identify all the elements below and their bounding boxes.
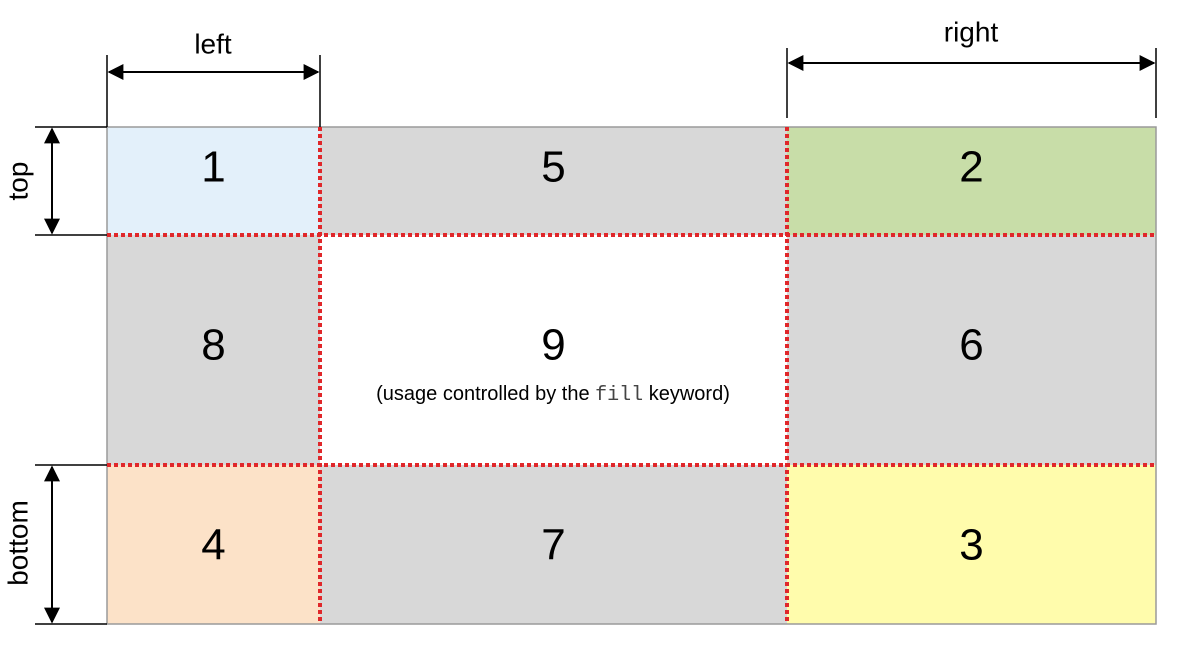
regions-group: 1 5 2 8 9 6 4 7 3: [107, 127, 1156, 624]
dimension-arrows: [44, 55, 1156, 624]
region-2-fill: [787, 127, 1156, 235]
region-5-fill: [320, 127, 787, 235]
region-6-label: 6: [959, 321, 983, 370]
center-note-after: keyword): [643, 383, 730, 405]
image-outline: [106, 126, 1157, 625]
region-4-label: 4: [201, 521, 225, 570]
region-5-label: 5: [541, 143, 565, 192]
region-7-label: 7: [541, 521, 565, 570]
region-2-label: 2: [959, 143, 983, 192]
region-8-fill: [107, 235, 320, 465]
region-9-label: 9: [541, 321, 565, 370]
region-7-fill: [320, 465, 787, 624]
region-8-label: 8: [201, 321, 225, 370]
left-dimension-label: left: [194, 28, 232, 59]
region-1-label: 1: [201, 143, 225, 192]
fill-keyword: fill: [595, 384, 643, 407]
region-3-fill: [787, 465, 1156, 624]
extension-lines: [35, 48, 1157, 625]
center-usage-note: (usage controlled by the fill keyword): [376, 383, 730, 407]
top-dimension-label: top: [2, 162, 33, 201]
bottom-dimension-label: bottom: [2, 500, 33, 586]
center-note-before: (usage controlled by the: [376, 383, 595, 405]
region-9-fill: [320, 235, 787, 465]
region-4-fill: [107, 465, 320, 624]
region-1-fill: [107, 127, 320, 235]
region-3-label: 3: [959, 521, 983, 570]
right-dimension-label: right: [944, 16, 999, 47]
region-6-fill: [787, 235, 1156, 465]
slice-lines: [107, 127, 1156, 624]
